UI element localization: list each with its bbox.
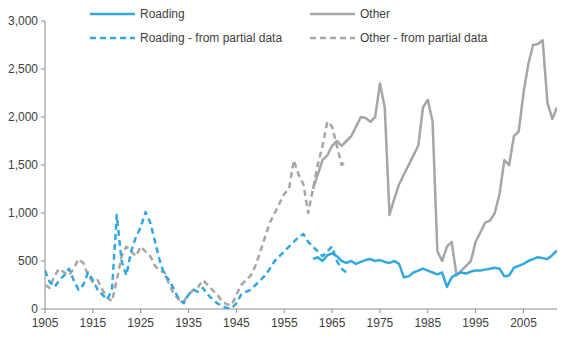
legend-key (90, 13, 135, 16)
y-tick (41, 261, 45, 262)
x-tick (475, 309, 476, 313)
legend-label: Roading - from partial data (140, 31, 282, 45)
x-tick (188, 309, 189, 313)
x-tick-label: 1935 (175, 316, 202, 330)
y-tick-label: 2,500 (8, 62, 38, 76)
x-tick-label: 1945 (223, 316, 250, 330)
y-tick-label: 3,000 (8, 14, 38, 28)
plot-area (45, 40, 557, 308)
x-tick-label: 1915 (79, 316, 106, 330)
x-tick (140, 309, 141, 313)
y-tick (41, 69, 45, 70)
x-tick (236, 309, 237, 313)
y-tick (41, 213, 45, 214)
x-tick (523, 309, 524, 313)
chart: 0 500 1,000 1,500 2,000 2,500 3,000 1905 1915 192… (0, 0, 565, 343)
y-tick (41, 117, 45, 118)
x-tick-label: 1955 (271, 316, 298, 330)
x-tick (379, 309, 380, 313)
legend-key (90, 37, 135, 40)
x-tick (92, 309, 93, 313)
series-line (313, 40, 557, 275)
x-tick (332, 309, 333, 313)
x-tick (45, 309, 46, 313)
y-tick (41, 165, 45, 166)
x-tick-label: 1995 (462, 316, 489, 330)
legend-label: Other - from partial data (360, 31, 488, 45)
x-tick-label: 1925 (127, 316, 154, 330)
series-line (313, 250, 557, 286)
series-line (45, 212, 346, 308)
y-tick-label: 1,000 (8, 206, 38, 220)
legend-key (310, 37, 355, 40)
x-tick-label: 1985 (414, 316, 441, 330)
y-tick-label: 1,500 (8, 158, 38, 172)
y-tick (41, 21, 45, 22)
legend-label: Other (360, 7, 390, 21)
legend-key (310, 13, 355, 16)
x-tick-label: 1905 (32, 316, 59, 330)
y-tick-label: 2,000 (8, 110, 38, 124)
y-tick (41, 309, 45, 310)
x-tick-label: 1975 (367, 316, 394, 330)
x-tick (427, 309, 428, 313)
y-tick-label: 0 (31, 302, 38, 316)
x-axis (45, 309, 557, 310)
legend-label: Roading (140, 7, 185, 21)
x-tick-label: 1965 (319, 316, 346, 330)
x-tick-label: 2005 (510, 316, 537, 330)
x-tick (284, 309, 285, 313)
y-tick-label: 500 (18, 254, 38, 268)
